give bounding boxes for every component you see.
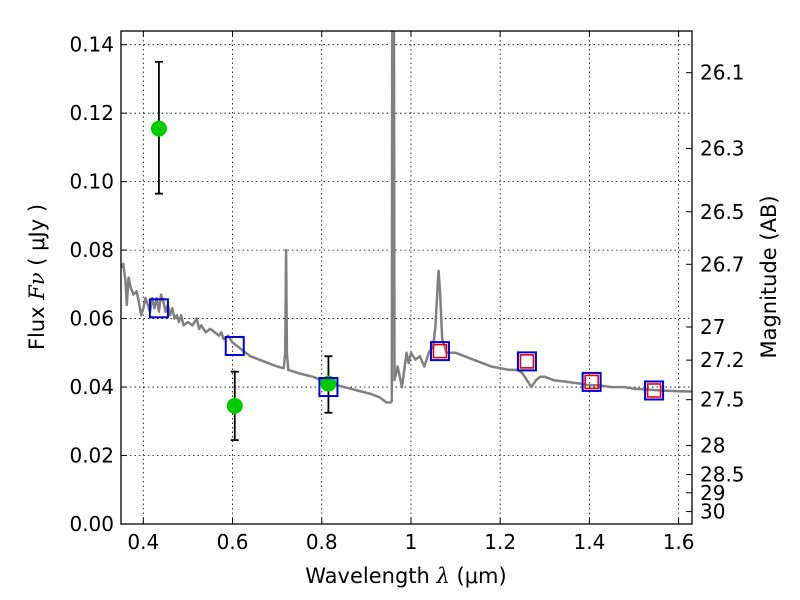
y-tick-label-5: 0.10 [69, 170, 114, 194]
y2-tick-label-7: 28 [700, 434, 725, 458]
x-tick-label-4: 1.2 [484, 530, 516, 554]
y-axis-label: Flux Fν ( μJy ) [25, 204, 49, 350]
plot-area [121, 31, 692, 442]
x-tick-label-1: 0.6 [217, 530, 249, 554]
model-square-red-3 [646, 383, 662, 398]
axis-ticks: 0.4 0.6 0.8 1 1.2 1.4 1.6 0.00 0.02 0.04 0.06 0.08 0… [69, 31, 745, 554]
plot-frame [120, 30, 693, 525]
x-tick-label-0: 0.4 [127, 530, 159, 554]
model-square-red-2 [584, 374, 599, 390]
y2-tick-label-3: 26.7 [700, 252, 745, 276]
y2-tick-label-2: 26.5 [700, 200, 745, 224]
y2-tick-label-8: 28.5 [700, 463, 745, 487]
y-tick-label-2: 0.04 [69, 375, 114, 399]
y2-tick-label-6: 27.5 [700, 388, 745, 412]
y-tick-label-6: 0.12 [69, 101, 114, 125]
photometry-point-1 [226, 397, 243, 414]
model-square-red-1 [519, 354, 535, 369]
y-tick-label-4: 0.08 [69, 238, 114, 262]
spectrum-line [121, 31, 692, 404]
y2-tick-label-9: 29 [700, 481, 725, 505]
y-tick-label-0: 0.00 [69, 512, 114, 536]
grid-lines [121, 31, 692, 525]
x-tick-label-5: 1.4 [573, 530, 605, 554]
y-tick-label-3: 0.06 [69, 307, 114, 331]
photometry-point-2 [320, 375, 337, 392]
y2-tick-label-4: 27 [700, 315, 725, 339]
model-square-3 [429, 341, 450, 362]
model-square-red-0 [432, 343, 448, 359]
photometry-point-0 [150, 120, 167, 137]
y2-tick-label-10: 30 [700, 500, 725, 524]
x-tick-label-6: 1.6 [663, 530, 695, 554]
x-axis-label: Wavelength λ (μm) [305, 564, 506, 588]
y2-axis-label: Magnitude (AB) [757, 195, 781, 358]
model-square-1 [224, 335, 245, 356]
model-square-0 [148, 298, 169, 319]
model-square-6 [644, 380, 665, 401]
model-square-2 [318, 377, 339, 398]
model-square-4 [516, 351, 537, 372]
x-tick-label-3: 1 [405, 530, 418, 554]
y2-tick-label-5: 27.2 [700, 348, 745, 372]
model-square-5 [581, 371, 602, 392]
y-tick-label-7: 0.14 [69, 33, 114, 57]
x-tick-label-2: 0.8 [306, 530, 338, 554]
y-tick-label-1: 0.02 [69, 444, 114, 468]
y2-tick-label-1: 26.3 [700, 137, 745, 161]
y2-tick-label-0: 26.1 [700, 61, 745, 85]
